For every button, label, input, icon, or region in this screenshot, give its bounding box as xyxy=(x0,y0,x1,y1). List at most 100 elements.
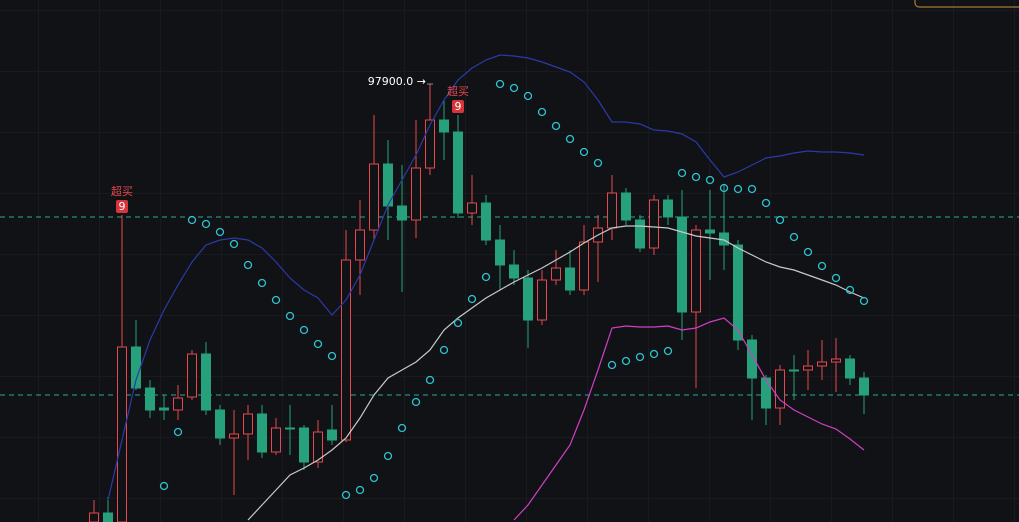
candle-body xyxy=(621,192,631,221)
sar-dot xyxy=(831,273,841,283)
sar-dot xyxy=(173,427,183,437)
sar-dot xyxy=(397,423,407,433)
toolbar-button[interactable] xyxy=(914,0,1019,8)
candle-body xyxy=(747,339,757,379)
candle-body xyxy=(579,241,589,291)
sar-dot xyxy=(327,351,337,361)
sar-dot xyxy=(607,360,617,370)
sar-dot xyxy=(537,107,547,117)
sar-dot xyxy=(467,294,477,304)
sar-dot xyxy=(705,175,715,185)
candle-body xyxy=(411,167,421,221)
candle-body xyxy=(705,229,715,234)
candle-body xyxy=(565,267,575,291)
sar-dot xyxy=(285,311,295,321)
candle-body xyxy=(467,202,477,214)
sar-dot xyxy=(691,172,701,182)
sar-dot xyxy=(425,375,435,385)
sar-dot xyxy=(789,232,799,242)
sar-dot xyxy=(579,147,589,157)
candle-body xyxy=(187,353,197,398)
signal-count: 9 xyxy=(119,200,126,213)
sar-dot xyxy=(635,352,645,362)
sar-dot xyxy=(229,239,239,249)
candle-body xyxy=(369,163,379,231)
candle-body xyxy=(537,279,547,321)
candle-body xyxy=(299,427,309,463)
candle-body xyxy=(341,259,351,441)
candle-body xyxy=(201,353,211,411)
sar-dot xyxy=(845,285,855,295)
candle-body xyxy=(397,205,407,221)
candle-body xyxy=(453,131,463,214)
sar-dot xyxy=(747,184,757,194)
candle-body xyxy=(509,264,519,279)
candle-body xyxy=(551,267,561,281)
candle-body xyxy=(243,413,253,435)
sar-dot xyxy=(495,79,505,89)
sar-dot xyxy=(551,121,561,131)
candle-body xyxy=(257,413,267,453)
candle-body xyxy=(789,369,799,372)
candle-body xyxy=(859,377,869,396)
candle-body xyxy=(775,369,785,409)
candle-body xyxy=(845,358,855,379)
sar-dot xyxy=(719,183,729,193)
sar-dot xyxy=(201,219,211,229)
candle-body xyxy=(313,431,323,463)
sar-dot xyxy=(649,349,659,359)
candle-body xyxy=(145,387,155,411)
sar-dot xyxy=(509,83,519,93)
sar-dot xyxy=(593,158,603,168)
sar-dot xyxy=(299,325,309,335)
candle-body xyxy=(425,119,435,169)
candle-body xyxy=(803,365,813,371)
sar-dot xyxy=(271,295,281,305)
sar-dot xyxy=(733,184,743,194)
candle-body xyxy=(817,361,827,367)
candle-body xyxy=(663,199,673,218)
sar-dot xyxy=(369,473,379,483)
sar-dot xyxy=(257,278,267,288)
indicator-line xyxy=(513,317,865,521)
signal-badge xyxy=(452,100,464,113)
signal-count: 9 xyxy=(455,100,462,113)
signal-badge xyxy=(116,200,128,213)
candle-body xyxy=(649,199,659,249)
sar-dot xyxy=(159,481,169,491)
candle-body xyxy=(607,192,617,229)
signal-text: 超买 xyxy=(447,84,469,98)
sar-dot xyxy=(355,485,365,495)
sar-dot xyxy=(453,318,463,328)
sar-dot xyxy=(859,296,869,306)
candle-body xyxy=(733,244,743,341)
candle-body xyxy=(355,229,365,261)
sar-dot xyxy=(803,247,813,257)
candle-body xyxy=(271,427,281,453)
candle-body xyxy=(117,346,127,522)
candle-body xyxy=(439,119,449,133)
candle-body xyxy=(481,202,491,241)
candle-body xyxy=(677,216,687,313)
sar-dot xyxy=(215,227,225,237)
signal-text: 超买 xyxy=(111,184,133,198)
candle-body xyxy=(215,409,225,439)
candle-body xyxy=(159,407,169,411)
candle-body xyxy=(327,429,337,441)
candle-body xyxy=(285,427,295,430)
sar-dot xyxy=(677,168,687,178)
candle-body xyxy=(523,277,533,321)
candle-body xyxy=(89,512,99,522)
sar-dot xyxy=(439,345,449,355)
candle-body xyxy=(173,397,183,411)
candle-body xyxy=(691,229,701,313)
candle-body xyxy=(103,512,113,522)
candle-body xyxy=(229,433,239,439)
sar-dot xyxy=(313,339,323,349)
sar-dot xyxy=(565,134,575,144)
sar-dot xyxy=(761,198,771,208)
max-label: 97900.0 → xyxy=(368,75,426,88)
